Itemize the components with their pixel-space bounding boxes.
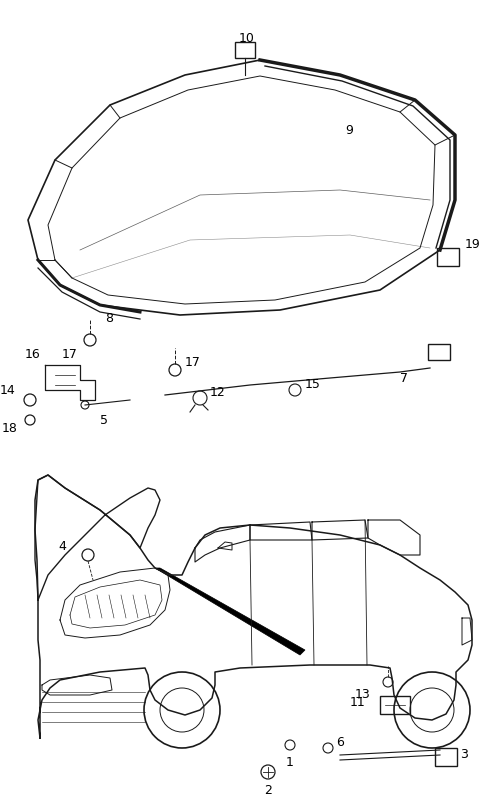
Bar xyxy=(435,748,457,766)
Text: 5: 5 xyxy=(100,413,108,426)
Bar xyxy=(428,344,450,360)
Text: 9: 9 xyxy=(345,123,353,137)
Text: 18: 18 xyxy=(2,421,18,435)
Bar xyxy=(380,696,410,714)
Text: 15: 15 xyxy=(305,378,321,391)
Text: 17: 17 xyxy=(185,355,201,369)
Polygon shape xyxy=(155,568,305,655)
Text: 12: 12 xyxy=(210,386,226,400)
Text: 4: 4 xyxy=(58,541,66,553)
Text: 7: 7 xyxy=(400,371,408,385)
Text: 13: 13 xyxy=(354,688,370,700)
Text: 16: 16 xyxy=(24,348,40,362)
Text: 10: 10 xyxy=(239,32,255,45)
Text: 3: 3 xyxy=(460,749,468,762)
Text: 2: 2 xyxy=(264,784,272,795)
Bar xyxy=(235,42,255,58)
Text: 1: 1 xyxy=(286,757,294,770)
Text: 17: 17 xyxy=(62,348,78,362)
Text: 6: 6 xyxy=(336,736,344,750)
Bar xyxy=(437,248,459,266)
Text: 8: 8 xyxy=(105,312,113,324)
Text: 19: 19 xyxy=(465,238,480,251)
Text: 11: 11 xyxy=(349,696,365,709)
Text: 14: 14 xyxy=(0,383,15,397)
